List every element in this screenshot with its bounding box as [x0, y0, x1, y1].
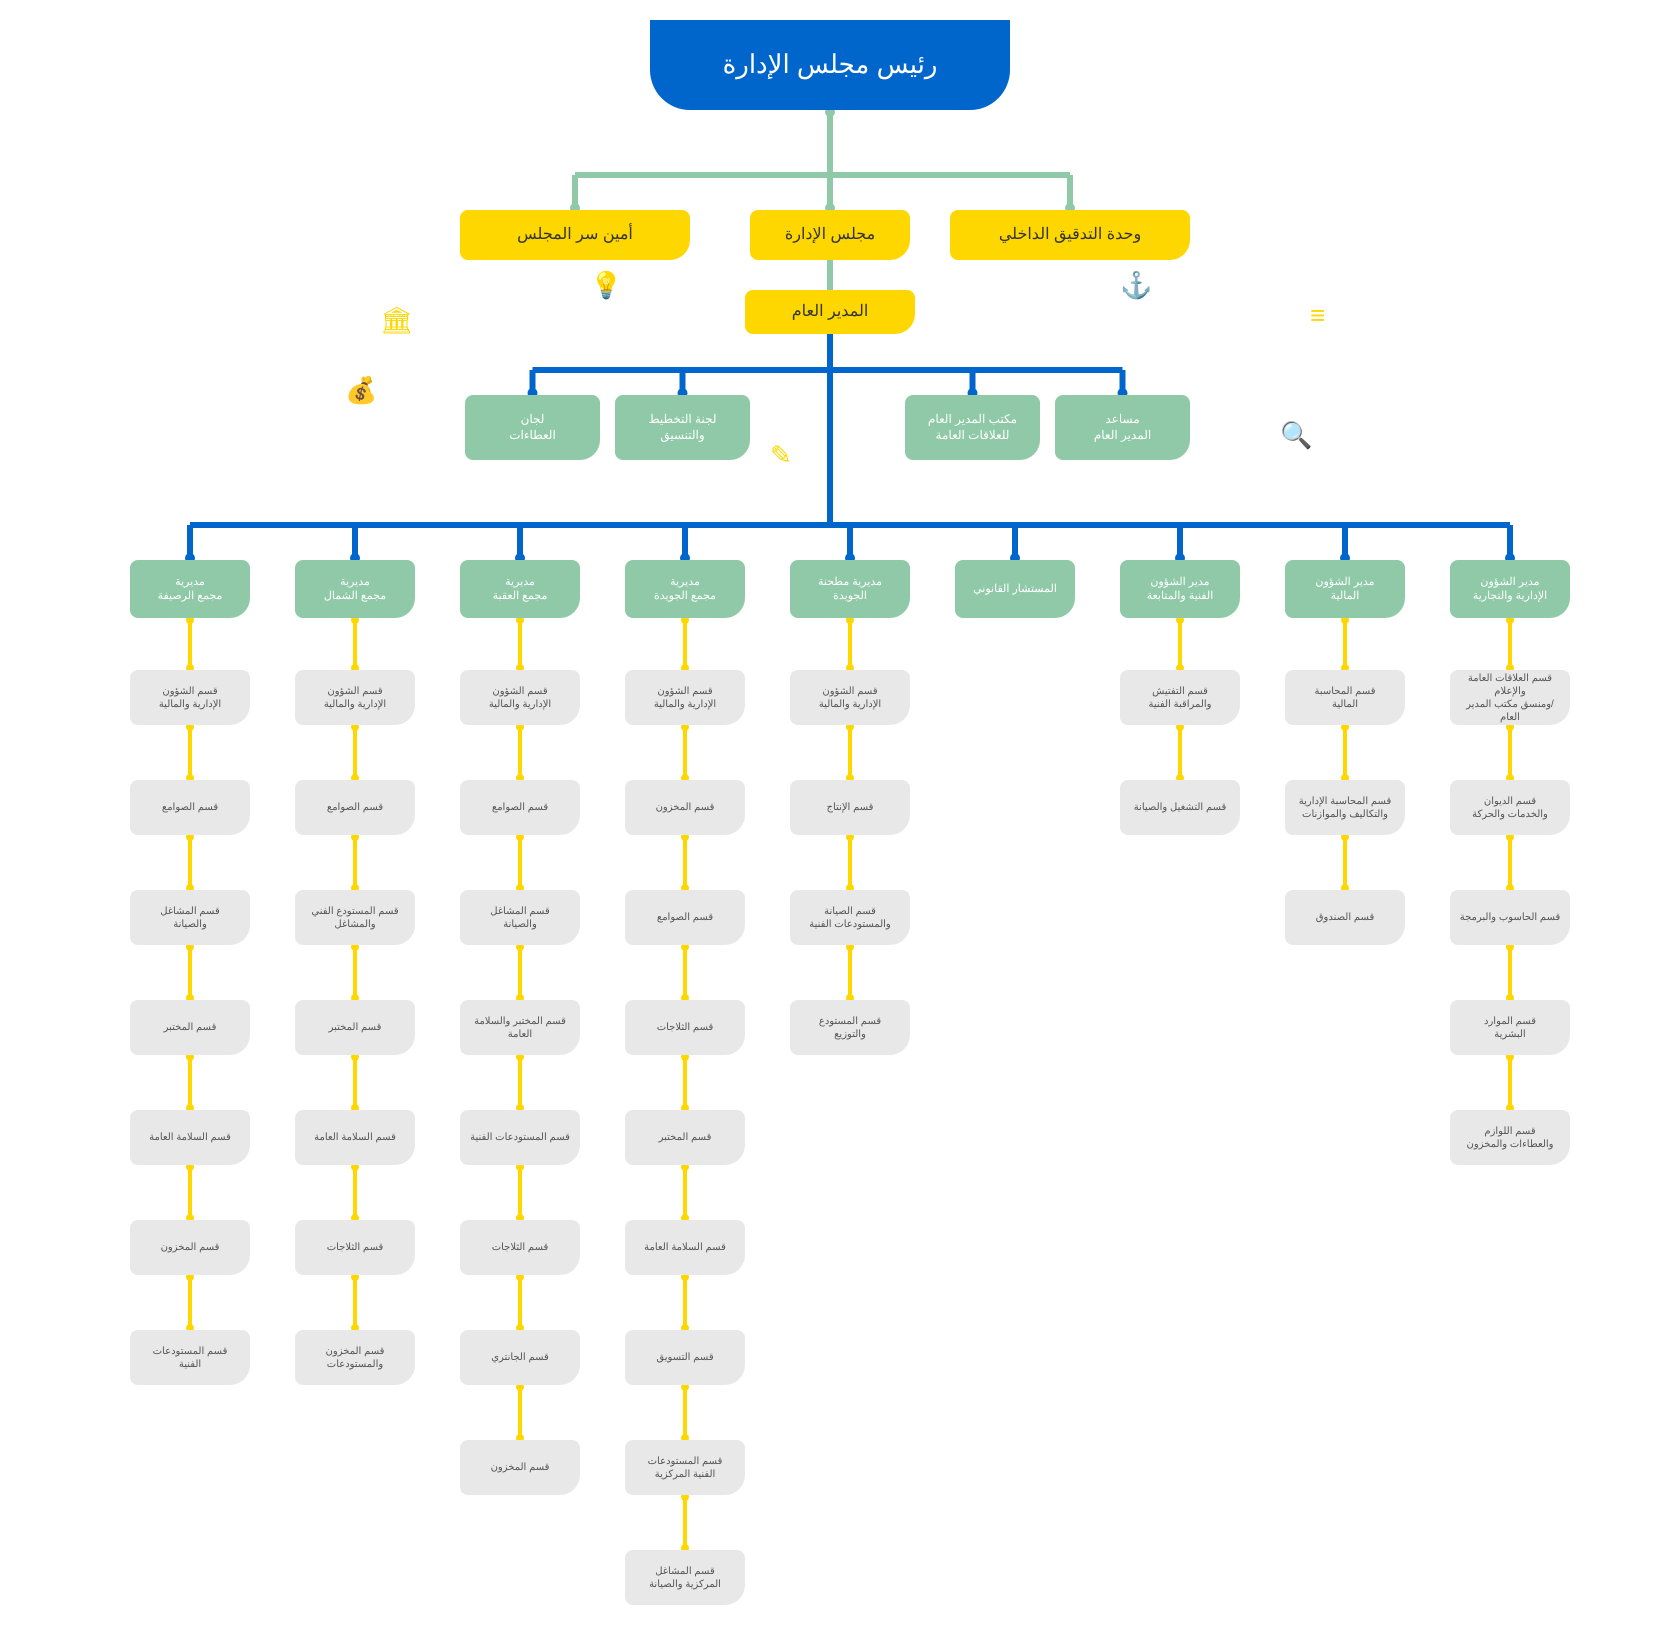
dept-aqaba-0: قسم الشؤونالإدارية والمالية	[460, 670, 580, 725]
dept-russ-2: قسم المشاغلوالصيانة	[130, 890, 250, 945]
level2-board: مجلس الإدارة	[750, 210, 910, 260]
dept-juw-1: قسم المخزون	[625, 780, 745, 835]
dept-north-1: قسم الصوامع	[295, 780, 415, 835]
dept-admin-1: قسم الديوانوالخدمات والحركة	[1450, 780, 1570, 835]
gm-child-asst: مساعدالمدير العام	[1055, 395, 1190, 460]
root-node: رئيس مجلس الإدارة	[650, 20, 1010, 110]
dept-north-5: قسم الثلاجات	[295, 1220, 415, 1275]
dept-aqaba-2: قسم المشاغلوالصيانة	[460, 890, 580, 945]
gm-node: المدير العام	[745, 290, 915, 334]
dir-legal: المستشار القانوني	[955, 560, 1075, 618]
dept-russ-0: قسم الشؤونالإدارية والمالية	[130, 670, 250, 725]
dept-aqaba-1: قسم الصوامع	[460, 780, 580, 835]
dir-tech: مدير الشؤونالفنية والمتابعة	[1120, 560, 1240, 618]
dept-fin-2: قسم الصندوق	[1285, 890, 1405, 945]
dir-north: مديريةمجمع الشمال	[295, 560, 415, 618]
dept-tech-1: قسم التشغيل والصيانة	[1120, 780, 1240, 835]
building-icon: 🏛	[380, 305, 413, 336]
level2-sec: أمين سر المجلس	[460, 210, 690, 260]
dept-tech-0: قسم التفتيشوالمراقبة الفنية	[1120, 670, 1240, 725]
dept-juw-4: قسم المختبر	[625, 1110, 745, 1165]
dept-north-6: قسم المخزون والمستودعات	[295, 1330, 415, 1385]
dept-juw-5: قسم السلامة العامة	[625, 1220, 745, 1275]
dir-aqaba: مديريةمجمع العقبة	[460, 560, 580, 618]
level2-audit: وحدة التدقيق الداخلي	[950, 210, 1190, 260]
dept-fin-0: قسم المحاسبةالمالية	[1285, 670, 1405, 725]
moneybag-icon: 💰	[345, 375, 377, 406]
anchor-icon: ⚓	[1120, 270, 1152, 301]
gm-child-plan: لجنة التخطيطوالتنسيق	[615, 395, 750, 460]
dept-admin-2: قسم الحاسوب والبرمجة	[1450, 890, 1570, 945]
dir-admin: مدير الشؤونالإدارية والتجارية	[1450, 560, 1570, 618]
dept-russ-3: قسم المختبر	[130, 1000, 250, 1055]
pencil-icon: ✎	[770, 440, 792, 471]
dept-aqaba-3: قسم المختبر والسلامة العامة	[460, 1000, 580, 1055]
dept-russ-6: قسم المستودعاتالفنية	[130, 1330, 250, 1385]
dir-fin: مدير الشؤونالمالية	[1285, 560, 1405, 618]
dept-juw-6: قسم التسويق	[625, 1330, 745, 1385]
lightbulb-icon: 💡	[590, 270, 622, 301]
dept-millj-2: قسم الصيانة والمستودعات الفنية	[790, 890, 910, 945]
dept-north-4: قسم السلامة العامة	[295, 1110, 415, 1165]
dept-admin-0: قسم العلاقات العامة والإعلام/ومنسق مكتب …	[1450, 670, 1570, 725]
dept-juw-3: قسم الثلاجات	[625, 1000, 745, 1055]
dept-millj-1: قسم الإنتاج	[790, 780, 910, 835]
dept-aqaba-4: قسم المستودعات الفنية	[460, 1110, 580, 1165]
dept-juw-7: قسم المستودعاتالفنية المركزية	[625, 1440, 745, 1495]
dept-millj-3: قسم المستودعوالتوزيع	[790, 1000, 910, 1055]
dir-russ: مديريةمجمع الرصيفة	[130, 560, 250, 618]
dept-juw-8: قسم المشاغلالمركزية والصيانة	[625, 1550, 745, 1605]
dept-russ-5: قسم المخزون	[130, 1220, 250, 1275]
gm-child-pr: مكتب المدير العامللعلاقات العامة	[905, 395, 1040, 460]
dept-admin-3: قسم المواردالبشرية	[1450, 1000, 1570, 1055]
dir-juw: مديريةمجمع الجويدة	[625, 560, 745, 618]
dept-north-3: قسم المختبر	[295, 1000, 415, 1055]
dept-north-2: قسم المستودع الفنيوالمشاغل	[295, 890, 415, 945]
dept-fin-1: قسم المحاسبة الإداريةوالتكاليف والموازنا…	[1285, 780, 1405, 835]
coins-icon: ≡	[1310, 300, 1325, 331]
dept-north-0: قسم الشؤونالإدارية والمالية	[295, 670, 415, 725]
gm-child-tend: لجانالعطاءات	[465, 395, 600, 460]
dept-aqaba-5: قسم الثلاجات	[460, 1220, 580, 1275]
dir-millj: مديرية مطحنةالجويدة	[790, 560, 910, 618]
dept-juw-0: قسم الشؤونالإدارية والمالية	[625, 670, 745, 725]
dept-aqaba-6: قسم الجانتري	[460, 1330, 580, 1385]
dept-aqaba-7: قسم المخزون	[460, 1440, 580, 1495]
dept-admin-4: قسم اللوازموالعطاءات والمخزون	[1450, 1110, 1570, 1165]
dept-millj-0: قسم الشؤونالإدارية والمالية	[790, 670, 910, 725]
dept-russ-4: قسم السلامة العامة	[130, 1110, 250, 1165]
dept-juw-2: قسم الصوامع	[625, 890, 745, 945]
magnify-icon: 🔍	[1280, 420, 1312, 451]
dept-russ-1: قسم الصوامع	[130, 780, 250, 835]
